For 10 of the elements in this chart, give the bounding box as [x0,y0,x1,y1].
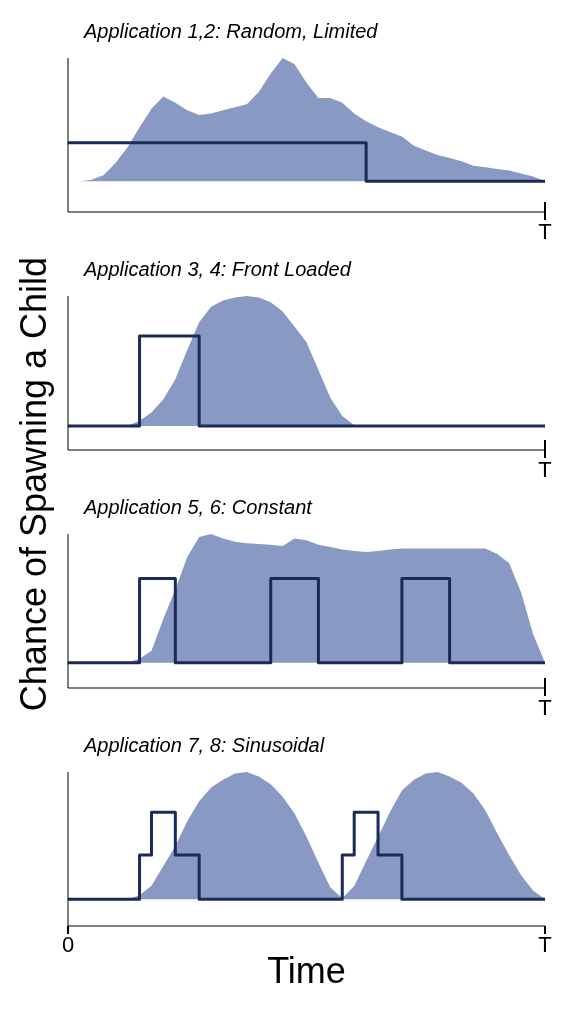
chart-title: Application 1,2: Random, Limited [84,20,378,43]
chart-title: Application 5, 6: Constant [84,496,312,519]
chart-title: Application 7, 8: Sinusoidal [84,734,325,757]
text: T [537,695,553,720]
y-axis-title: Chance of Spawning a Child [13,256,55,712]
text: T [537,457,553,482]
x-tick-label: 0 [61,931,75,957]
chart-title: Application 3, 4: Front Loaded [84,258,351,281]
text: T [537,219,553,244]
x-axis-title: Time [267,950,346,991]
